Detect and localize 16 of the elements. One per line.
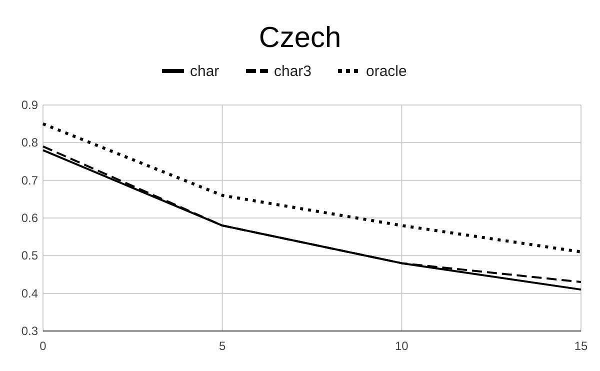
legend-label: oracle xyxy=(366,63,407,80)
legend-label: char xyxy=(190,63,220,80)
line-series xyxy=(42,122,582,254)
y-tick-label: 0.8 xyxy=(21,136,38,150)
chart-title: Czech xyxy=(258,22,342,54)
y-tick-label: 0.6 xyxy=(21,211,38,225)
y-tick-label: 0.3 xyxy=(21,324,38,338)
x-tick-label: 0 xyxy=(40,339,47,353)
x-tick-label: 5 xyxy=(218,339,226,353)
y-tick-label: 0.7 xyxy=(21,173,38,188)
y-tick-label: 0.5 xyxy=(21,248,38,263)
x-tick-label: 15 xyxy=(574,339,588,353)
y-tick-label: 0.9 xyxy=(21,98,38,112)
y-tick-label: 0.4 xyxy=(21,286,38,300)
legend-label: char3 xyxy=(274,63,312,80)
x-tick-label: 10 xyxy=(394,339,409,353)
